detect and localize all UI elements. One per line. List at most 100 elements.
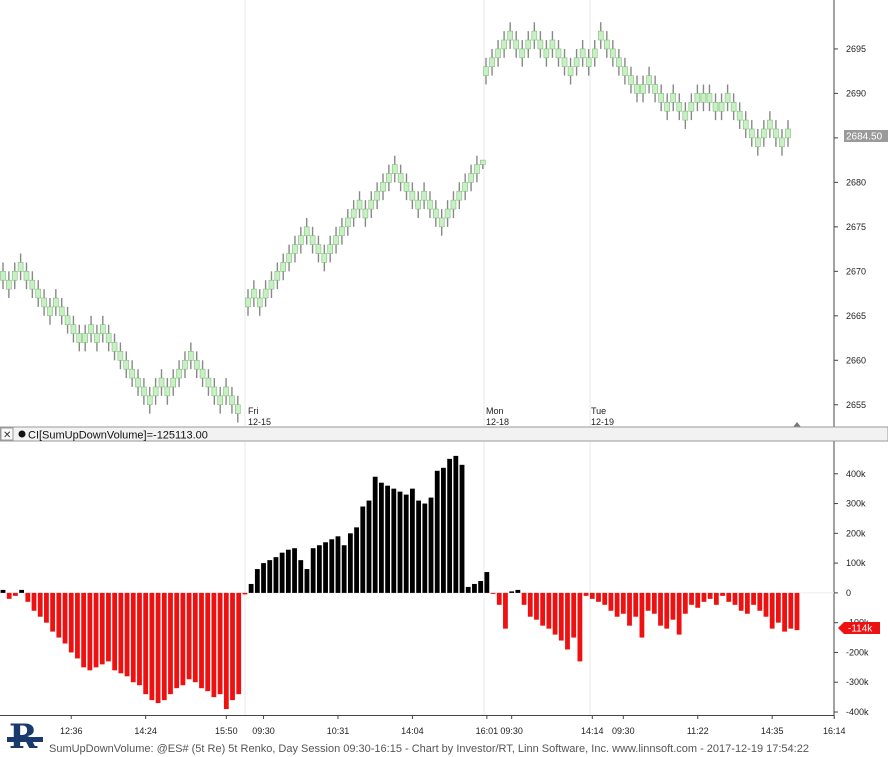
price-axis: 265526602665267026752680268526902695 [834, 44, 866, 410]
renko-candle [356, 191, 363, 218]
renko-candle [549, 31, 556, 58]
renko-candle [292, 235, 298, 263]
renko-candle [135, 369, 141, 396]
renko-candle [309, 226, 316, 254]
candle-body [135, 377, 141, 388]
candle-body [415, 199, 422, 210]
renko-candle [251, 280, 257, 307]
renko-candle [152, 378, 159, 405]
candle-body [17, 262, 24, 272]
indicator-bar [93, 592, 99, 668]
candle-body [748, 128, 755, 139]
renko-candle [362, 200, 369, 227]
candle-body [251, 288, 257, 299]
indicator-bar [44, 592, 49, 623]
renko-candle [474, 155, 480, 183]
candle-body [591, 48, 598, 59]
candle-body [146, 395, 153, 406]
logo-banner [7, 737, 43, 742]
indicator-bar [391, 488, 397, 593]
price-candles [0, 22, 791, 423]
candle-body [321, 253, 328, 263]
candle-body [634, 84, 640, 94]
indicator-bar [651, 592, 657, 614]
candle-body [391, 164, 398, 174]
scroll-arrow-icon[interactable] [793, 422, 801, 427]
candle-body [315, 244, 322, 254]
indicator-bar [298, 560, 304, 593]
indicator-bar [434, 470, 440, 593]
candle-body [507, 30, 513, 41]
price-tick-label: 2655 [846, 400, 866, 410]
renko-candle [700, 84, 707, 112]
renko-candle [670, 84, 677, 112]
renko-candle [76, 324, 83, 352]
indicator-bar [608, 592, 614, 611]
renko-candle [736, 102, 743, 129]
time-axis: 12:36 14:24 15:50 09:30 10:31 14:04 16:01 09:30… [60, 715, 845, 736]
candle-body [47, 306, 53, 317]
renko-candle [682, 102, 689, 129]
renko-candle [53, 289, 59, 316]
indicator-bar [186, 592, 192, 680]
indicator-bar [782, 592, 787, 632]
candle-body [256, 297, 263, 308]
candle-body [374, 190, 380, 201]
candle-body [712, 102, 719, 112]
indicator-bar [410, 488, 415, 593]
candle-body [229, 395, 235, 406]
indicator-bar [223, 592, 229, 710]
indicator-bar [496, 592, 502, 605]
renko-candle [555, 40, 562, 67]
date-label-day: Fri [248, 406, 259, 416]
candle-body [58, 306, 65, 317]
renko-candle [386, 164, 392, 192]
indicator-bar [521, 592, 527, 605]
indicator-bar [565, 592, 570, 650]
indicator-bar [441, 467, 446, 593]
candle-body [603, 39, 610, 50]
candle-body [495, 48, 501, 59]
candle-body [274, 271, 281, 281]
close-icon[interactable]: ✕ [3, 430, 11, 441]
candle-body [754, 137, 761, 148]
last-indicator-tag-box [838, 622, 880, 634]
candle-body [742, 119, 749, 130]
date-label-date: 12-18 [486, 417, 509, 427]
indicator-tick-label: 100k [846, 558, 866, 568]
renko-candle [245, 289, 251, 316]
candle-body [438, 217, 445, 228]
close-button[interactable] [0, 427, 14, 441]
indicator-bar [583, 592, 589, 596]
renko-candle [23, 262, 30, 290]
candle-body [664, 102, 671, 112]
indicator-bars [0, 455, 800, 710]
indicator-bar [577, 592, 583, 662]
indicator-bar [645, 592, 651, 611]
candle-body [309, 235, 316, 245]
indicator-bar [713, 592, 719, 605]
renko-candle [501, 31, 507, 58]
indicator-bar [558, 592, 564, 641]
renko-candle [111, 333, 118, 361]
indicator-bar [112, 592, 118, 671]
renko-candle [41, 289, 47, 316]
candle-body [35, 288, 42, 299]
indicator-bar [720, 592, 725, 596]
candle-body [718, 102, 725, 112]
indicator-bar [403, 494, 409, 593]
renko-candle [188, 342, 194, 370]
indicator-bar [360, 506, 366, 593]
indicator-title-bar-bg [0, 426, 888, 442]
renko-candle [141, 378, 147, 405]
indicator-bar [199, 592, 204, 689]
renko-candle [537, 31, 544, 58]
time-tick-label: 14:04 [401, 726, 424, 736]
indicator-bar [503, 592, 508, 629]
indicator-bar [534, 592, 539, 620]
candle-body [543, 48, 550, 59]
indicator-bar [472, 583, 477, 593]
indicator-bar [614, 592, 620, 617]
renko-candle [333, 226, 339, 254]
